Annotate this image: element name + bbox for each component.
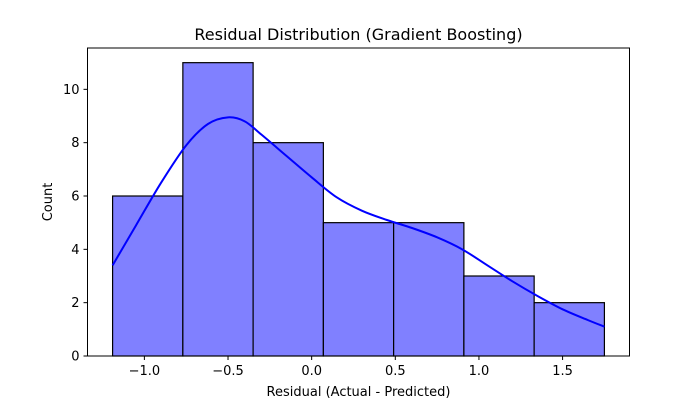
kde-curve [111,116,605,328]
histogram-bar [252,142,324,357]
x-tick-label: 0.0 [301,364,322,379]
x-axis-label: Residual (Actual - Predicted) [267,385,451,400]
y-tick-label: 0 [71,350,79,365]
histogram-bar [182,62,254,357]
histogram-bars [111,62,606,357]
histogram-bar [322,222,395,357]
y-axis-label: Count [41,183,56,222]
chart-title: Residual Distribution (Gradient Boosting… [194,25,522,44]
histogram-bar [463,275,535,357]
histogram-bar [533,302,606,357]
y-tick-label: 4 [71,243,79,258]
plot-frame [87,47,630,357]
histogram-bar [393,222,465,357]
x-tick-label: −0.5 [212,364,244,379]
x-tick-label: 1.0 [469,364,490,379]
y-tick-label: 2 [71,296,79,311]
y-axis-ticks: 0 2 4 6 8 10 [63,83,88,365]
histogram-bar [111,195,184,357]
y-tick-label: 8 [71,136,79,151]
x-tick-label: 0.5 [385,364,406,379]
y-tick-label: 10 [63,83,80,98]
x-tick-label: 1.5 [552,364,573,379]
y-tick-label: 6 [71,190,79,205]
x-tick-label: −1.0 [129,364,161,379]
x-axis-ticks: −1.0 −0.5 0.0 0.5 1.0 1.5 [129,356,573,379]
